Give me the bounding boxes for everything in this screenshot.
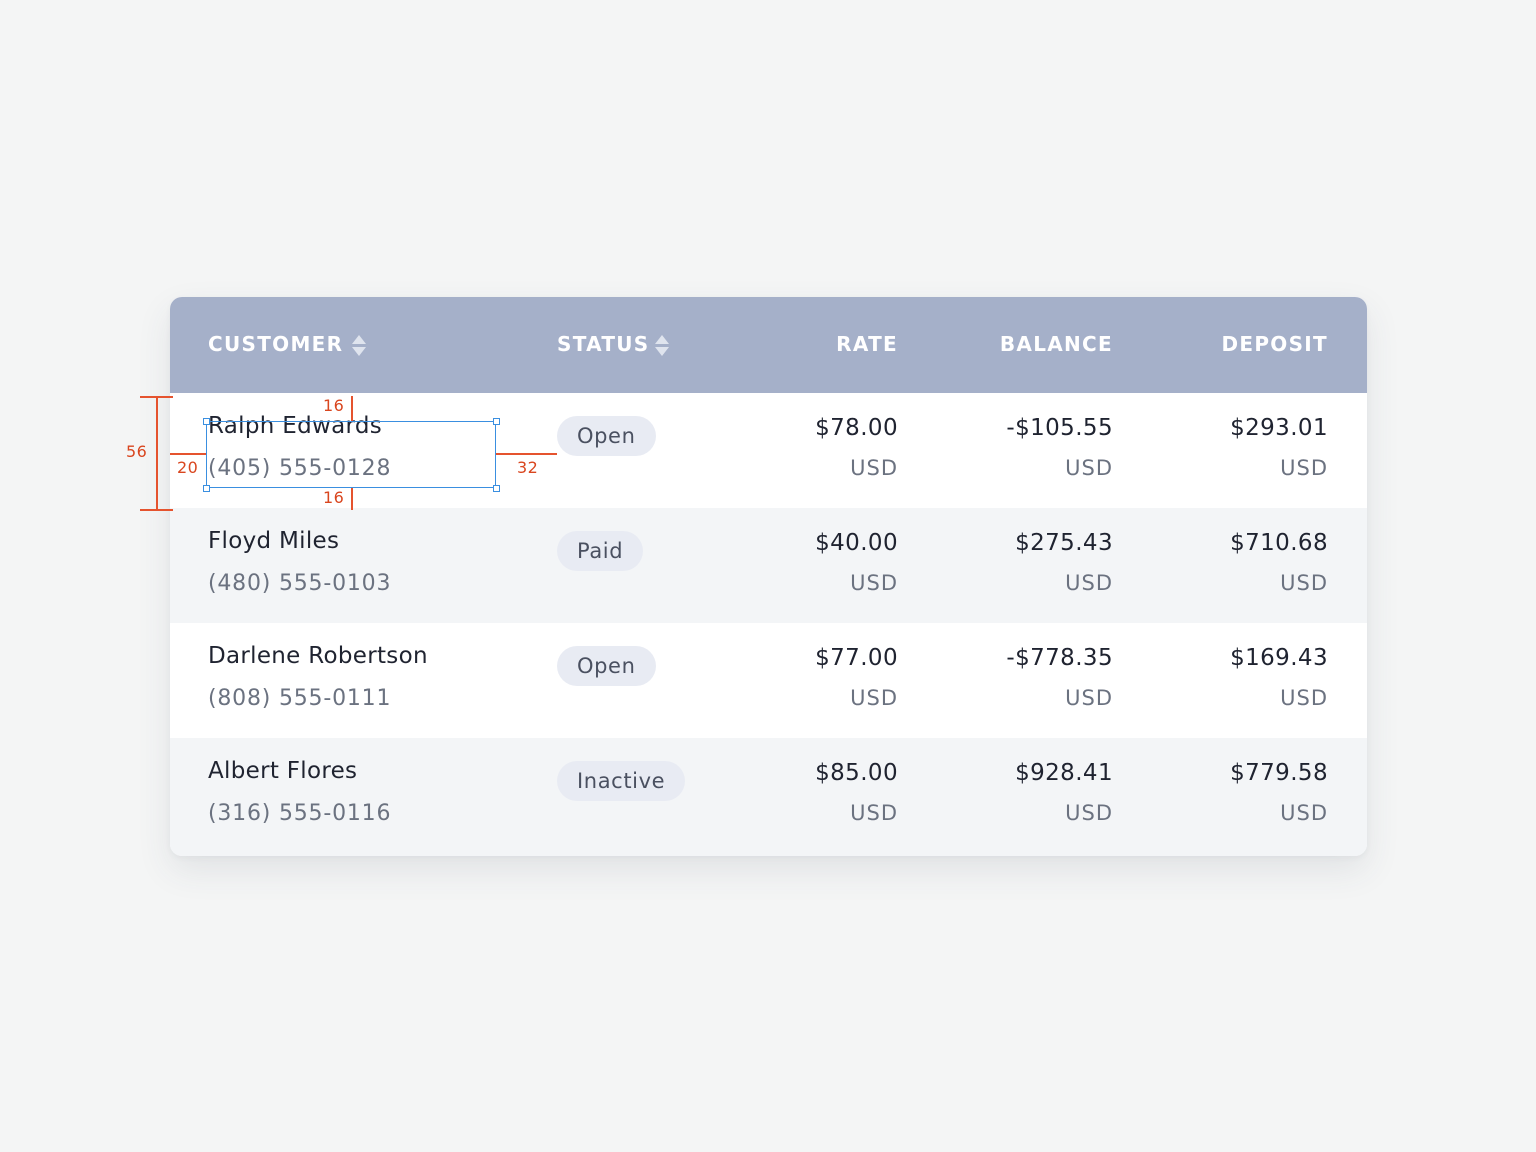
row-height-label: 56 <box>126 442 148 461</box>
selection-handle[interactable] <box>493 485 500 492</box>
rate-value: $85.00 <box>815 760 898 786</box>
deposit-value: $779.58 <box>1230 760 1328 786</box>
deposit-currency: USD <box>1280 456 1328 480</box>
selection-handle[interactable] <box>203 418 210 425</box>
rate-value: $40.00 <box>815 530 898 556</box>
table-row[interactable]: Ralph Edwards (405) 555-0128 Open $78.00… <box>170 393 1367 508</box>
padding-left-label: 20 <box>177 458 199 477</box>
deposit-currency: USD <box>1280 686 1328 710</box>
customer-name: Ralph Edwards <box>208 413 383 439</box>
gap-right-measure-line <box>496 453 557 455</box>
padding-bottom-label: 16 <box>323 488 345 507</box>
sort-icon[interactable] <box>655 335 669 359</box>
rate-currency: USD <box>850 686 898 710</box>
customer-phone: (316) 555-0116 <box>208 801 392 826</box>
table-row[interactable]: Floyd Miles (480) 555-0103 Paid $40.00 U… <box>170 508 1367 623</box>
deposit-currency: USD <box>1280 571 1328 595</box>
table-row[interactable]: Albert Flores (316) 555-0116 Inactive $8… <box>170 738 1367 856</box>
balance-currency: USD <box>1065 456 1113 480</box>
customer-phone: (808) 555-0111 <box>208 686 392 711</box>
deposit-value: $169.43 <box>1230 645 1328 671</box>
rate-currency: USD <box>850 571 898 595</box>
balance-value: -$778.35 <box>1006 645 1113 671</box>
deposit-value: $710.68 <box>1230 530 1328 556</box>
customer-phone: (480) 555-0103 <box>208 571 392 596</box>
customer-name: Albert Flores <box>208 758 358 784</box>
table-row[interactable]: Darlene Robertson (808) 555-0111 Open $7… <box>170 623 1367 738</box>
padding-top-label: 16 <box>323 396 345 415</box>
sort-icon[interactable] <box>352 335 366 359</box>
balance-currency: USD <box>1065 801 1113 825</box>
status-badge: Paid <box>557 531 644 571</box>
column-header-status[interactable]: STATUS <box>557 332 650 356</box>
deposit-currency: USD <box>1280 801 1328 825</box>
customer-name: Floyd Miles <box>208 528 340 554</box>
rate-value: $77.00 <box>815 645 898 671</box>
balance-currency: USD <box>1065 686 1113 710</box>
balance-value: -$105.55 <box>1006 415 1113 441</box>
column-header-balance: BALANCE <box>999 332 1113 356</box>
customer-phone: (405) 555-0128 <box>208 456 392 481</box>
status-badge: Inactive <box>557 761 686 801</box>
selection-handle[interactable] <box>493 418 500 425</box>
column-header-rate: RATE <box>836 332 898 356</box>
deposit-value: $293.01 <box>1230 415 1328 441</box>
padding-bottom-measure-line <box>351 488 353 510</box>
selection-box[interactable] <box>206 421 496 488</box>
table-header: CUSTOMER STATUS RATE BALANCE DEPOSIT <box>170 297 1367 393</box>
rate-currency: USD <box>850 456 898 480</box>
balance-value: $928.41 <box>1015 760 1113 786</box>
customer-table: CUSTOMER STATUS RATE BALANCE DEPOSIT Ral… <box>170 297 1367 856</box>
column-header-customer[interactable]: CUSTOMER <box>208 332 344 356</box>
rate-value: $78.00 <box>815 415 898 441</box>
balance-currency: USD <box>1065 571 1113 595</box>
balance-value: $275.43 <box>1015 530 1113 556</box>
customer-name: Darlene Robertson <box>208 643 428 669</box>
column-header-deposit: DEPOSIT <box>1221 332 1328 356</box>
status-badge: Open <box>557 416 656 456</box>
rate-currency: USD <box>850 801 898 825</box>
selection-handle[interactable] <box>203 485 210 492</box>
row-height-measure-cap-bottom <box>140 509 173 511</box>
row-height-measure-cap-top <box>140 396 173 398</box>
row-height-measure-line <box>156 396 158 510</box>
padding-top-measure-line <box>351 396 353 421</box>
padding-left-measure-line <box>170 453 206 455</box>
status-badge: Open <box>557 646 656 686</box>
gap-right-label: 32 <box>517 458 539 477</box>
